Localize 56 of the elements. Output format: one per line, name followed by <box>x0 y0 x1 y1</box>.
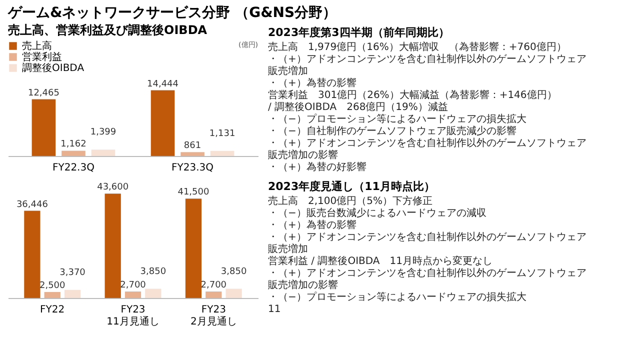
text: ・（+）アドオンコンテンツを含む自社制作以外のゲームソフトウェア販売増加の影響 <box>268 267 586 291</box>
data-label: 1,131 <box>209 128 236 139</box>
text: ・（+）アドオンコンテンツを含む自社制作以外のゲームソフトウェア販売増加 <box>268 231 586 255</box>
bar <box>124 292 142 298</box>
text: 営業利益 301億円（26%）大幅減益（為替影響：+146億円） <box>268 89 557 101</box>
text: 2023年度第3四半期（前年同期比） <box>268 26 450 39</box>
x-tick-label: FY23.3Q <box>172 162 214 174</box>
bar <box>32 99 56 156</box>
data-label: 1,399 <box>90 128 116 138</box>
x-tick-label: FY22 <box>40 304 65 316</box>
text: ・（−）販売台数減少によるハードウェアの減収 <box>268 207 486 219</box>
x-tick-label: FY23 2月見通し <box>190 304 237 328</box>
text: ・（−）自社制作のゲームソフトウェア販売減少の影響 <box>268 125 516 137</box>
bar <box>64 290 81 298</box>
bar <box>62 150 86 156</box>
chart-subtitle: 売上高、営業利益及び調整後OIBDA <box>8 23 208 37</box>
text: ・（+）アドオンコンテンツを含む自社制作以外のゲームソフトウェア販売増加 <box>268 53 586 77</box>
text: 売上高 1,979億円（16%）大幅増収 （為替影響：+760億円） <box>268 41 566 53</box>
text: ・（+）為替の影響 <box>268 219 356 231</box>
data-label: 43,600 <box>97 182 129 193</box>
text: 売上高 2,100億円（5%）下方修正 <box>268 195 432 207</box>
bar <box>104 194 121 298</box>
bar <box>180 152 204 156</box>
text: 11 <box>268 304 281 315</box>
data-label: 41,500 <box>178 188 210 198</box>
text: ・（−）プロモーション等によるハードウェアの損失拡大 <box>268 113 526 125</box>
bar <box>210 150 234 156</box>
data-label: 861 <box>184 141 202 152</box>
data-label: 36,446 <box>16 200 48 210</box>
text: ・（+）為替の影響 <box>268 77 356 89</box>
x-tick-label: FY23 11月見通し <box>106 304 160 328</box>
legend-label: 調整後OIBDA <box>22 62 84 74</box>
data-label: 3,850 <box>220 266 247 277</box>
legend-label: 売上高 <box>22 40 52 52</box>
data-label: 12,465 <box>28 88 60 98</box>
bar <box>150 90 175 156</box>
data-label: 3,370 <box>60 268 86 278</box>
data-label: 1,162 <box>60 140 86 150</box>
text: / 調整後OIBDA 268億円（19%）減益 <box>268 101 448 113</box>
data-label: 3,850 <box>140 266 166 277</box>
bar <box>185 198 202 298</box>
bar <box>24 210 40 298</box>
legend-label: 営業利益 <box>22 51 62 63</box>
text: 2023年度見通し（11月時点比） <box>268 180 435 193</box>
text: ・（−）プロモーション等によるハードウェアの損失拡大 <box>268 291 526 303</box>
bar <box>145 288 162 298</box>
x-tick-label: FY22.3Q <box>52 162 95 174</box>
chart-title: ゲーム&ネットワークサービス分野 （G&NS分野） <box>7 5 337 21</box>
text: 営業利益 / 調整後OIBDA 11月時点から変更なし <box>268 255 492 267</box>
bar <box>206 292 222 298</box>
bar <box>44 292 60 298</box>
bar <box>226 288 242 298</box>
text: ・（+）アドオンコンテンツを含む自社制作以外のゲームソフトウェア販売増加の影響 <box>268 137 586 161</box>
data-label: 14,444 <box>147 79 179 90</box>
text: ・（+）為替の好影響 <box>268 161 366 173</box>
bar <box>91 150 116 156</box>
